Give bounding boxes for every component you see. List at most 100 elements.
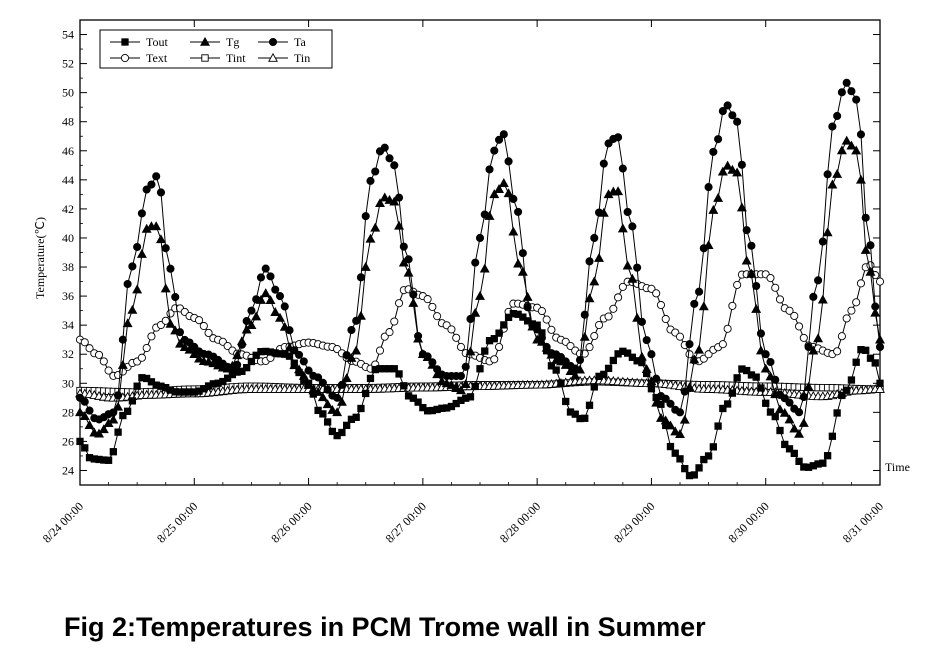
x-tick-label: 8/30 00:00 — [725, 499, 771, 545]
data-point — [171, 293, 180, 302]
data-point — [400, 382, 408, 390]
data-point — [304, 366, 313, 375]
data-point — [390, 161, 399, 170]
data-point — [503, 188, 514, 198]
data-point — [727, 164, 738, 174]
data-point — [875, 383, 885, 393]
data-point — [114, 391, 123, 400]
data-point — [370, 222, 381, 232]
data-point — [452, 333, 461, 342]
data-point — [747, 241, 756, 250]
data-point — [119, 411, 127, 420]
data-point — [285, 352, 294, 360]
data-point — [636, 351, 647, 361]
data-point — [547, 325, 556, 334]
data-point — [165, 318, 176, 328]
data-point — [779, 407, 790, 417]
data-point — [733, 280, 742, 289]
data-point — [504, 157, 513, 166]
data-point — [313, 386, 324, 396]
data-point — [436, 376, 447, 386]
data-point — [842, 314, 851, 323]
data-point — [142, 343, 151, 353]
data-point — [455, 385, 466, 395]
data-point — [466, 314, 475, 324]
data-point — [380, 143, 389, 152]
data-point — [590, 383, 598, 391]
data-point — [489, 189, 500, 199]
data-point — [676, 455, 684, 463]
series-ta — [75, 78, 885, 424]
x-tick-label: 8/27 00:00 — [383, 499, 429, 545]
data-point — [137, 209, 146, 218]
data-point — [670, 426, 681, 436]
data-point — [660, 415, 671, 425]
data-point — [494, 184, 505, 193]
legend-marker — [121, 38, 129, 46]
data-point — [728, 111, 737, 120]
data-point — [752, 373, 760, 381]
plot-area — [75, 19, 885, 486]
data-point — [866, 241, 875, 250]
data-point — [599, 159, 608, 168]
data-point — [708, 204, 719, 214]
data-point — [871, 302, 880, 311]
data-point — [352, 413, 360, 421]
data-point — [341, 373, 352, 383]
data-point — [357, 404, 365, 413]
data-point — [395, 370, 403, 378]
data-point — [818, 237, 827, 246]
y-tick-label: 26 — [62, 434, 74, 448]
data-point — [161, 244, 170, 253]
data-point — [722, 160, 733, 170]
data-point — [798, 417, 809, 427]
data-point — [513, 258, 524, 268]
data-point — [461, 362, 470, 371]
data-point — [428, 358, 437, 367]
data-point — [490, 335, 498, 343]
data-point — [695, 464, 703, 472]
data-point — [355, 310, 366, 320]
data-point — [390, 317, 399, 326]
data-point — [771, 375, 780, 384]
data-point — [651, 397, 662, 407]
data-point — [852, 298, 861, 307]
data-point — [718, 340, 727, 349]
data-point — [713, 192, 724, 202]
data-point — [794, 322, 804, 331]
y-tick-label: 38 — [62, 260, 74, 274]
y-axis-label: Temperature(℃) — [33, 217, 47, 299]
data-point — [671, 449, 679, 457]
data-point — [479, 263, 490, 273]
data-point — [233, 360, 242, 369]
data-point — [627, 273, 638, 283]
data-point — [584, 293, 595, 303]
data-point — [266, 272, 275, 281]
data-point — [760, 363, 771, 373]
data-point — [470, 307, 481, 317]
data-point — [704, 183, 713, 192]
data-point — [194, 353, 205, 363]
data-point — [656, 300, 666, 310]
data-point — [156, 188, 166, 197]
data-point — [366, 176, 375, 185]
data-point — [380, 332, 389, 341]
data-point — [356, 273, 366, 282]
data-point — [694, 344, 705, 354]
data-point — [604, 364, 613, 373]
data-point — [622, 260, 633, 270]
plot-frame — [79, 19, 881, 486]
data-point — [332, 407, 343, 417]
data-point — [589, 276, 600, 286]
data-point — [852, 358, 860, 366]
data-point — [785, 398, 794, 407]
data-point — [490, 146, 499, 155]
data-point — [294, 364, 305, 374]
data-point — [523, 303, 532, 312]
data-point — [428, 302, 437, 311]
data-point — [836, 145, 847, 155]
series-tg — [75, 135, 885, 438]
data-point — [275, 312, 285, 322]
data-point — [251, 311, 262, 321]
data-point — [537, 333, 546, 342]
